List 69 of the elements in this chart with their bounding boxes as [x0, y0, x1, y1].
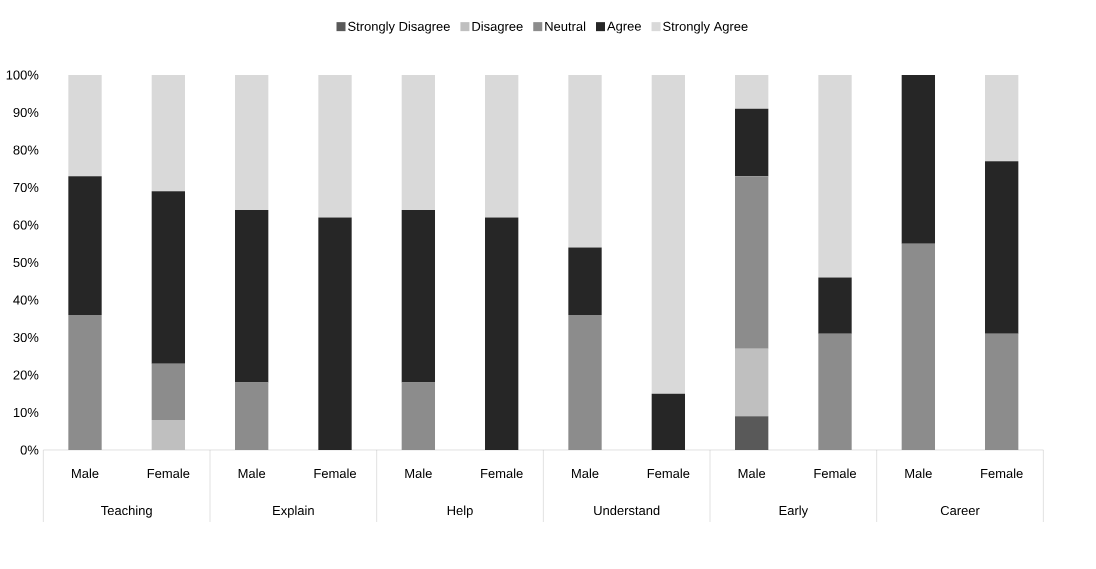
x-tick-label: Female — [647, 468, 690, 479]
legend-label: Strongly Disagree — [348, 21, 450, 34]
legend-label: Agree — [607, 21, 641, 34]
bar — [401, 382, 436, 450]
bar — [151, 191, 186, 364]
bar — [735, 74, 769, 109]
x-tick-label: Female — [147, 468, 190, 479]
bar — [485, 217, 519, 450]
legend-label: Strongly Agree — [663, 21, 748, 34]
y-tick-label: 50% — [13, 257, 39, 268]
y-tick-label: 0% — [20, 445, 39, 455]
x-tick-label: Male — [405, 468, 432, 479]
x-tick-label: Male — [738, 468, 766, 479]
bar — [68, 74, 102, 177]
x-tick-label: Male — [238, 468, 266, 479]
bar — [818, 333, 852, 450]
bar — [735, 348, 769, 417]
bar — [68, 176, 102, 315]
bar — [235, 74, 269, 210]
y-tick-label: 80% — [13, 145, 39, 155]
y-tick-label: 40% — [13, 295, 39, 305]
bar — [735, 108, 769, 177]
bar — [651, 74, 686, 394]
bar — [818, 74, 852, 278]
bar — [485, 74, 519, 218]
text: Teaching — [101, 505, 152, 518]
y-tick-label: 90% — [13, 107, 39, 118]
text: Understand — [594, 505, 660, 516]
bar — [985, 161, 1019, 334]
text: Explain — [273, 505, 314, 518]
x-tick-label: Female — [814, 468, 857, 479]
x-tick-label: Male — [572, 468, 599, 479]
text: Help — [447, 505, 473, 518]
x-tick-label: Female — [481, 468, 523, 479]
bar — [735, 176, 769, 349]
bar — [568, 314, 602, 450]
y-tick-label: 10% — [13, 407, 39, 418]
text: Early — [779, 505, 809, 518]
legend-label: Disagree — [472, 21, 523, 34]
bar — [318, 74, 352, 218]
y-tick-label: 60% — [13, 220, 39, 230]
bar — [151, 74, 186, 192]
y-tick-label: 30% — [13, 332, 39, 343]
y-tick-label: 70% — [13, 182, 39, 193]
bar — [68, 314, 102, 450]
y-tick-label: 20% — [13, 370, 39, 380]
legend-label: Neutral — [545, 21, 586, 31]
y-tick-label: 100% — [6, 70, 39, 80]
bar — [985, 333, 1019, 450]
bar — [401, 209, 436, 383]
bar — [318, 217, 352, 450]
bar — [901, 243, 936, 450]
bar — [568, 74, 602, 248]
text: Career — [940, 505, 980, 516]
bar — [901, 74, 936, 244]
bar — [651, 393, 686, 450]
bar — [235, 209, 269, 383]
bar — [818, 277, 852, 334]
x-tick-label: Female — [981, 468, 1023, 479]
x-tick-label: Male — [72, 468, 99, 479]
x-tick-label: Male — [905, 468, 932, 479]
bar — [151, 363, 186, 420]
bar — [401, 74, 436, 210]
bar — [235, 382, 269, 450]
bar — [568, 247, 602, 315]
bar — [151, 419, 186, 450]
bar — [985, 74, 1019, 162]
x-tick-label: Female — [314, 468, 357, 479]
bar — [735, 416, 769, 450]
